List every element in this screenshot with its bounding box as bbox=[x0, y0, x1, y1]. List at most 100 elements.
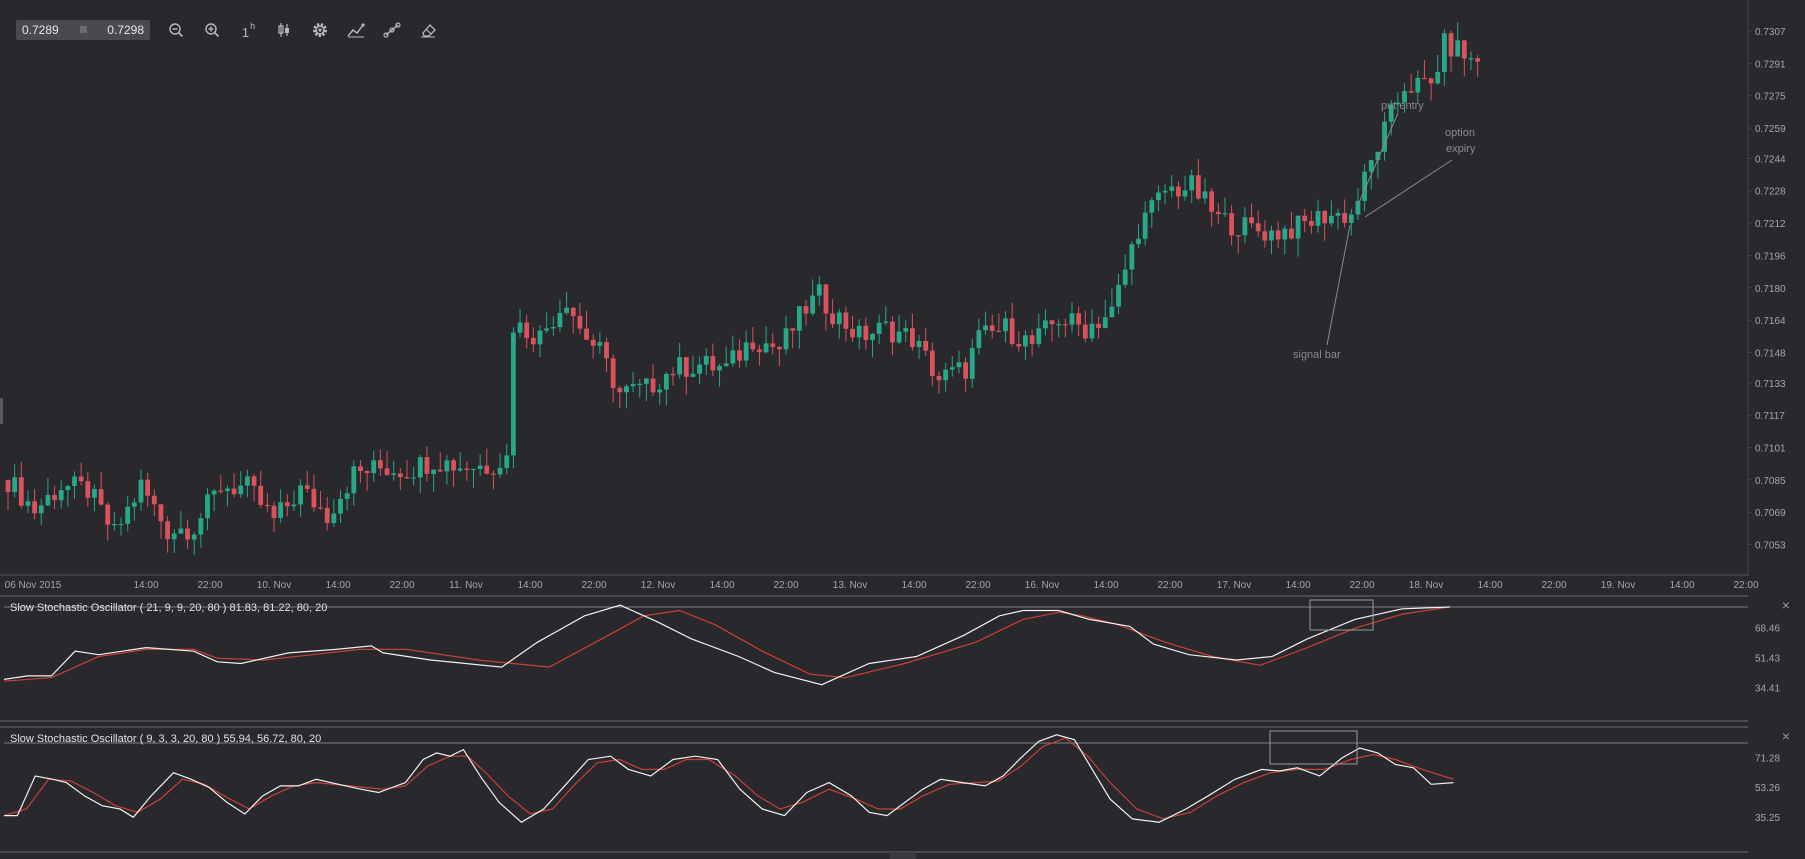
candle-body bbox=[743, 342, 749, 361]
draw-line-button[interactable] bbox=[382, 20, 402, 40]
zoom-out-button[interactable] bbox=[166, 20, 186, 40]
candle-body bbox=[1162, 190, 1168, 193]
candle-type-button[interactable] bbox=[274, 20, 294, 40]
time-tick-label: 06 Nov 2015 bbox=[5, 580, 62, 591]
candle bbox=[437, 452, 443, 473]
candle bbox=[757, 344, 762, 366]
candle-body bbox=[298, 485, 303, 505]
candle-body bbox=[910, 328, 915, 347]
annotation-signal-bar: signal bar bbox=[1293, 349, 1341, 361]
candle bbox=[1348, 208, 1354, 236]
candle bbox=[1043, 309, 1048, 336]
price-tick-label: 0.7196 bbox=[1755, 251, 1786, 262]
price-range-box[interactable]: 0.7289 0.7298 bbox=[16, 19, 150, 40]
candle-body bbox=[324, 507, 330, 523]
candle-body bbox=[1382, 121, 1387, 152]
price-tick-label: 0.7180 bbox=[1755, 284, 1786, 295]
zoom-in-button[interactable] bbox=[202, 20, 222, 40]
candle bbox=[205, 488, 210, 531]
candle-body bbox=[444, 460, 450, 472]
candle bbox=[1475, 55, 1481, 77]
candle-body bbox=[364, 471, 370, 474]
candle bbox=[1422, 59, 1427, 80]
candle-body bbox=[138, 479, 144, 503]
candle-body bbox=[1395, 102, 1401, 105]
left-collapse-handle[interactable] bbox=[0, 398, 3, 424]
candle bbox=[1036, 313, 1042, 348]
candle bbox=[1335, 208, 1341, 230]
time-tick-label: 22:00 bbox=[1733, 580, 1758, 591]
indicator-2-tick-label: 71.28 bbox=[1755, 753, 1780, 764]
candle-body bbox=[963, 362, 968, 379]
candle bbox=[750, 326, 756, 353]
candle bbox=[431, 469, 436, 492]
candle bbox=[504, 443, 510, 475]
candle-body bbox=[1255, 223, 1261, 232]
candle-body bbox=[484, 465, 490, 474]
candle bbox=[218, 475, 224, 494]
time-tick-label: 22:00 bbox=[197, 580, 222, 591]
candle bbox=[604, 337, 609, 373]
candle-body bbox=[916, 340, 922, 347]
candle bbox=[996, 313, 1002, 333]
candle-body bbox=[1089, 323, 1095, 339]
candle bbox=[710, 343, 716, 377]
candle bbox=[1235, 235, 1241, 254]
candle-body bbox=[1202, 191, 1208, 199]
candle bbox=[610, 354, 616, 403]
candle bbox=[737, 339, 742, 368]
candle bbox=[637, 378, 643, 398]
candle-body bbox=[863, 325, 869, 340]
candle bbox=[151, 489, 157, 517]
candle bbox=[890, 316, 895, 356]
candle-body bbox=[12, 477, 18, 493]
candle-body bbox=[258, 485, 264, 505]
candle-body bbox=[1448, 33, 1454, 57]
price-tick-label: 0.7244 bbox=[1755, 154, 1786, 165]
candle bbox=[943, 362, 949, 392]
indicators-button[interactable] bbox=[346, 20, 366, 40]
candle bbox=[657, 383, 663, 405]
indicator-2-close-icon[interactable]: × bbox=[1781, 728, 1791, 744]
candle bbox=[1142, 201, 1148, 246]
gear-icon bbox=[313, 22, 327, 37]
candle bbox=[617, 385, 623, 409]
candle-body bbox=[1368, 160, 1374, 172]
candle-body bbox=[1209, 191, 1215, 212]
candle-body bbox=[1023, 335, 1028, 347]
candle bbox=[923, 328, 929, 356]
price-tick-label: 0.7307 bbox=[1755, 27, 1786, 38]
candle-body bbox=[690, 373, 696, 377]
candle-type-icon bbox=[278, 22, 289, 37]
indicator-1-close-icon[interactable]: × bbox=[1781, 597, 1791, 613]
candle bbox=[590, 334, 596, 359]
interval-suffix: h bbox=[250, 20, 256, 31]
candle bbox=[903, 320, 909, 343]
time-tick-label: 14:00 bbox=[1093, 580, 1118, 591]
candle bbox=[12, 464, 18, 498]
candle bbox=[876, 314, 882, 345]
candle bbox=[484, 448, 490, 475]
zoom-out-icon bbox=[169, 22, 184, 37]
candle-body bbox=[1009, 318, 1015, 345]
time-tick-label: 14:00 bbox=[133, 580, 158, 591]
candle-body bbox=[1355, 200, 1361, 215]
candle bbox=[411, 466, 417, 486]
time-tick-label: 22:00 bbox=[1541, 580, 1566, 591]
zoom-in-icon bbox=[205, 22, 220, 37]
time-tick-label: 14:00 bbox=[1477, 580, 1502, 591]
panel-resize-handle[interactable] bbox=[890, 852, 916, 859]
candle bbox=[796, 306, 802, 349]
candle-body bbox=[98, 489, 104, 505]
candle-body bbox=[371, 460, 377, 474]
candle-body bbox=[331, 513, 337, 523]
eraser-button[interactable] bbox=[418, 20, 438, 40]
candle bbox=[1056, 319, 1062, 338]
annotation-option-expiry: option bbox=[1445, 127, 1475, 139]
candle bbox=[989, 314, 995, 339]
candle-body bbox=[530, 337, 536, 345]
settings-button[interactable] bbox=[310, 20, 330, 40]
